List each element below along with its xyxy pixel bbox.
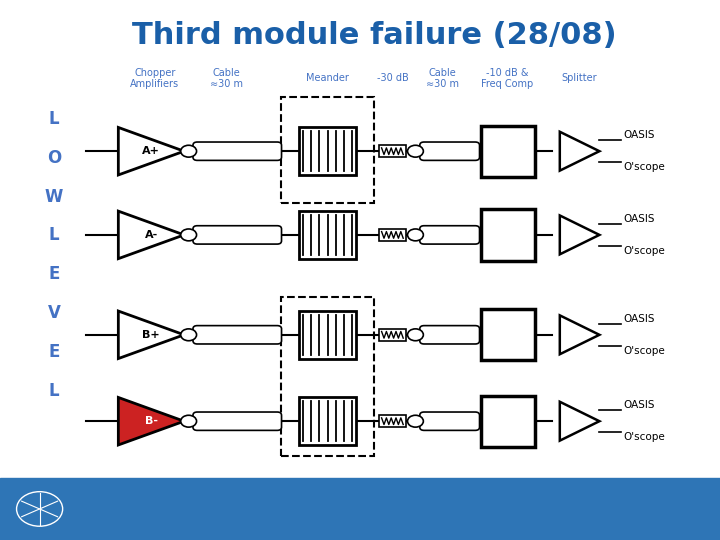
Text: E: E [48, 343, 60, 361]
Text: A-: A- [145, 230, 158, 240]
FancyBboxPatch shape [193, 226, 282, 244]
FancyBboxPatch shape [420, 142, 480, 160]
Text: O'scope: O'scope [624, 163, 665, 172]
Text: -10 dB &
Freq Comp: -10 dB & Freq Comp [482, 68, 534, 89]
Bar [481, 309, 534, 361]
Bar [481, 126, 534, 177]
Text: O'scope: O'scope [624, 433, 665, 442]
Circle shape [181, 229, 197, 241]
FancyBboxPatch shape [420, 412, 480, 430]
Text: Third module failure (28/08): Third module failure (28/08) [132, 21, 617, 50]
Text: Meander: Meander [306, 73, 349, 83]
Circle shape [408, 145, 423, 157]
Text: B+: B+ [143, 330, 160, 340]
Bar [379, 329, 406, 341]
Text: Chopper
Amplifiers: Chopper Amplifiers [130, 68, 179, 89]
FancyBboxPatch shape [420, 226, 480, 244]
FancyBboxPatch shape [193, 326, 282, 344]
Text: OASIS: OASIS [624, 314, 655, 323]
Text: E: E [48, 265, 60, 284]
Circle shape [408, 229, 423, 241]
Bar [481, 209, 534, 261]
Text: L: L [49, 226, 59, 245]
Bar [299, 127, 356, 175]
Polygon shape [118, 127, 184, 175]
Bar [299, 311, 356, 359]
FancyBboxPatch shape [193, 142, 282, 160]
Bar [379, 145, 406, 157]
Text: L: L [49, 382, 59, 400]
Bar [281, 97, 374, 202]
Polygon shape [560, 215, 599, 254]
Text: Cable
≈30 m: Cable ≈30 m [210, 68, 243, 89]
FancyBboxPatch shape [420, 326, 480, 344]
Text: L: L [49, 110, 59, 128]
Text: B-: B- [145, 416, 158, 426]
Bar [379, 229, 406, 241]
Polygon shape [560, 132, 599, 171]
Circle shape [181, 415, 197, 427]
Text: V: V [48, 304, 60, 322]
FancyBboxPatch shape [193, 412, 282, 430]
Text: W: W [45, 187, 63, 206]
Text: Splitter: Splitter [562, 73, 598, 83]
Bar [379, 415, 406, 427]
Polygon shape [560, 315, 599, 354]
Polygon shape [118, 211, 184, 259]
Text: -30 dB: -30 dB [377, 73, 408, 83]
Circle shape [181, 145, 197, 157]
Text: O: O [47, 148, 61, 167]
Bar [0, 478, 720, 540]
Text: Cable
≈30 m: Cable ≈30 m [426, 68, 459, 89]
Bar [281, 297, 374, 456]
Bar [299, 211, 356, 259]
Polygon shape [118, 311, 184, 359]
Circle shape [181, 329, 197, 341]
Bar [299, 397, 356, 445]
Text: O'scope: O'scope [624, 346, 665, 356]
Circle shape [408, 415, 423, 427]
Text: A+: A+ [143, 146, 160, 156]
Polygon shape [560, 402, 599, 441]
Text: OASIS: OASIS [624, 130, 655, 140]
Text: O'scope: O'scope [624, 246, 665, 256]
Bar [481, 395, 534, 447]
Text: OASIS: OASIS [624, 214, 655, 224]
Circle shape [408, 329, 423, 341]
Text: OASIS: OASIS [624, 400, 655, 410]
Polygon shape [118, 397, 184, 445]
